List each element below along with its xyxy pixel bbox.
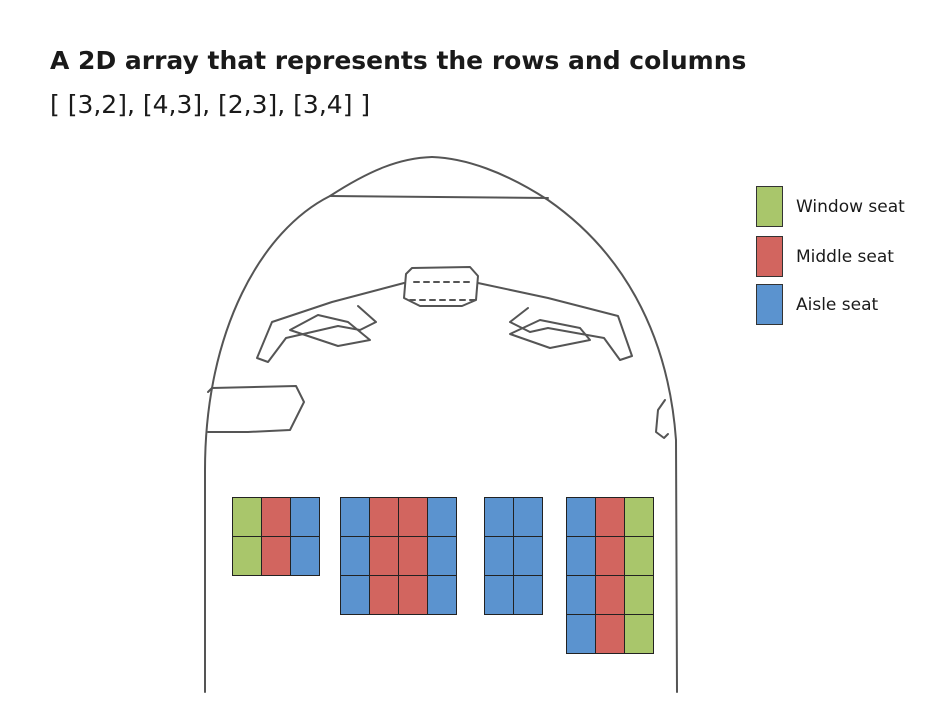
aisle-seat <box>513 536 543 576</box>
aisle-seat <box>566 575 596 615</box>
legend-swatch-middle <box>756 236 783 277</box>
left-pilot-seat <box>256 282 405 363</box>
middle-seat <box>398 497 428 537</box>
middle-seat <box>369 575 399 615</box>
middle-seat <box>595 497 625 537</box>
middle-seat <box>595 536 625 576</box>
window-seat <box>624 536 654 576</box>
aisle-seat <box>427 575 457 615</box>
aisle-seat <box>427 497 457 537</box>
right-pilot-seat <box>477 282 633 361</box>
window-seat <box>624 497 654 537</box>
window-seat <box>232 536 262 576</box>
nose-window <box>329 195 549 199</box>
aisle-seat <box>484 497 514 537</box>
cockpit-console <box>403 266 479 307</box>
middle-seat <box>261 497 291 537</box>
legend-swatch-aisle <box>756 284 783 325</box>
middle-seat <box>595 614 625 654</box>
diagram-title: A 2D array that represents the rows and … <box>50 46 747 75</box>
middle-seat <box>398 575 428 615</box>
right-door <box>655 399 669 439</box>
aisle-seat <box>340 497 370 537</box>
aisle-seat <box>513 575 543 615</box>
middle-seat <box>261 536 291 576</box>
aisle-seat <box>513 497 543 537</box>
aisle-seat <box>340 575 370 615</box>
window-seat <box>624 614 654 654</box>
middle-seat <box>369 497 399 537</box>
aisle-seat <box>566 614 596 654</box>
legend-label: Window seat <box>796 197 905 217</box>
window-seat <box>624 575 654 615</box>
aisle-seat <box>290 536 320 576</box>
aisle-seat <box>484 536 514 576</box>
legend-label: Middle seat <box>796 247 894 267</box>
array-notation: [ [3,2], [4,3], [2,3], [3,4] ] <box>50 90 371 119</box>
aisle-seat <box>484 575 514 615</box>
fuselage-right-wall <box>431 156 678 693</box>
middle-seat <box>398 536 428 576</box>
aisle-seat <box>427 536 457 576</box>
aisle-seat <box>566 497 596 537</box>
fuselage-left-wall <box>204 156 433 693</box>
aisle-seat <box>290 497 320 537</box>
aisle-seat <box>340 536 370 576</box>
middle-seat <box>595 575 625 615</box>
legend-label: Aisle seat <box>796 295 879 315</box>
window-seat <box>232 497 262 537</box>
middle-seat <box>369 536 399 576</box>
aisle-seat <box>566 536 596 576</box>
left-door <box>211 385 305 433</box>
legend-swatch-window <box>756 186 783 227</box>
